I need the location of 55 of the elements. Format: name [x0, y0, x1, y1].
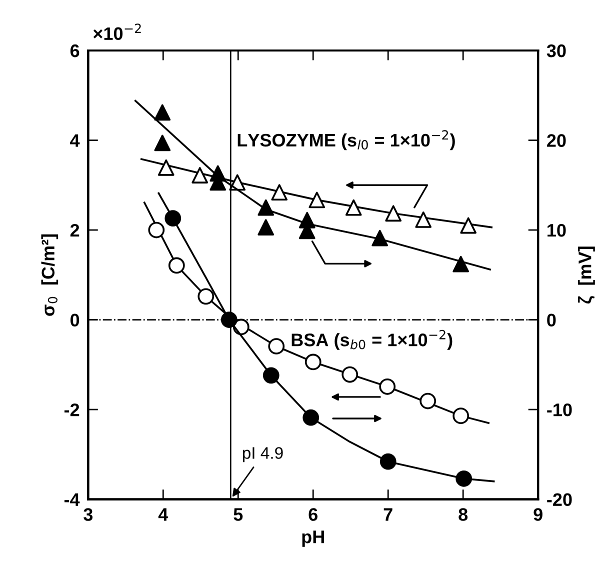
point	[258, 219, 274, 236]
y2-tick-label: 20	[547, 134, 566, 147]
point	[192, 167, 208, 184]
point	[268, 338, 285, 354]
y-axis-title: σ$_{0}$ [C/m²]	[41, 234, 58, 316]
point	[148, 222, 165, 238]
x-tick-label: 3	[84, 508, 93, 521]
point	[154, 134, 171, 152]
point	[164, 210, 182, 227]
y-tick-label: -2	[64, 403, 80, 416]
y2-tick-label: 10	[548, 224, 566, 237]
y-tick-label: 4	[70, 134, 80, 147]
point	[158, 159, 174, 176]
point	[342, 366, 358, 383]
y2-tick-label: -20	[547, 493, 572, 506]
y2-tick-label: 30	[546, 44, 566, 58]
point	[456, 470, 472, 487]
y-tick-label: 0	[70, 314, 80, 326]
x-axis-title: pH	[302, 530, 324, 547]
point	[452, 408, 470, 424]
point	[380, 453, 396, 470]
text: ×10$^{−2}$	[93, 24, 141, 40]
x-tick-label: 8	[458, 508, 468, 521]
x-tick-label: 6	[308, 508, 318, 521]
point	[415, 212, 432, 228]
y2-tick-label: -10	[547, 403, 572, 416]
point	[262, 367, 280, 384]
point	[304, 354, 322, 370]
y2-tick-label: 0	[547, 314, 556, 326]
annotation: LYSOZYME (s$_{l0}$ = 1×10$^{−2}$)	[238, 130, 455, 150]
y-tick-label: 2	[70, 224, 80, 237]
point	[460, 217, 477, 234]
annotation: BSA (s$_{b0}$ = 1×10$^{−2}$)	[292, 330, 452, 350]
y-tick-label: 6	[70, 44, 80, 58]
x-tick-label: 5	[234, 508, 243, 521]
point	[420, 392, 436, 410]
x-tick-label: 4	[158, 508, 168, 521]
y-tick-label: -4	[64, 493, 80, 506]
point	[198, 288, 214, 305]
x-tick-label: 9	[534, 508, 542, 521]
point	[220, 312, 238, 328]
point	[271, 184, 288, 200]
point	[154, 104, 171, 121]
point	[372, 230, 388, 246]
y2-axis-title: ζ [mV]	[578, 246, 595, 304]
point	[302, 409, 320, 426]
ref-line-label: pI 4.9	[242, 447, 283, 462]
point	[345, 199, 362, 216]
point	[452, 256, 470, 272]
x-tick-label: 7	[384, 508, 392, 521]
point	[308, 192, 326, 208]
point	[379, 378, 396, 395]
point	[258, 199, 274, 216]
point	[168, 257, 185, 274]
point	[385, 205, 402, 222]
